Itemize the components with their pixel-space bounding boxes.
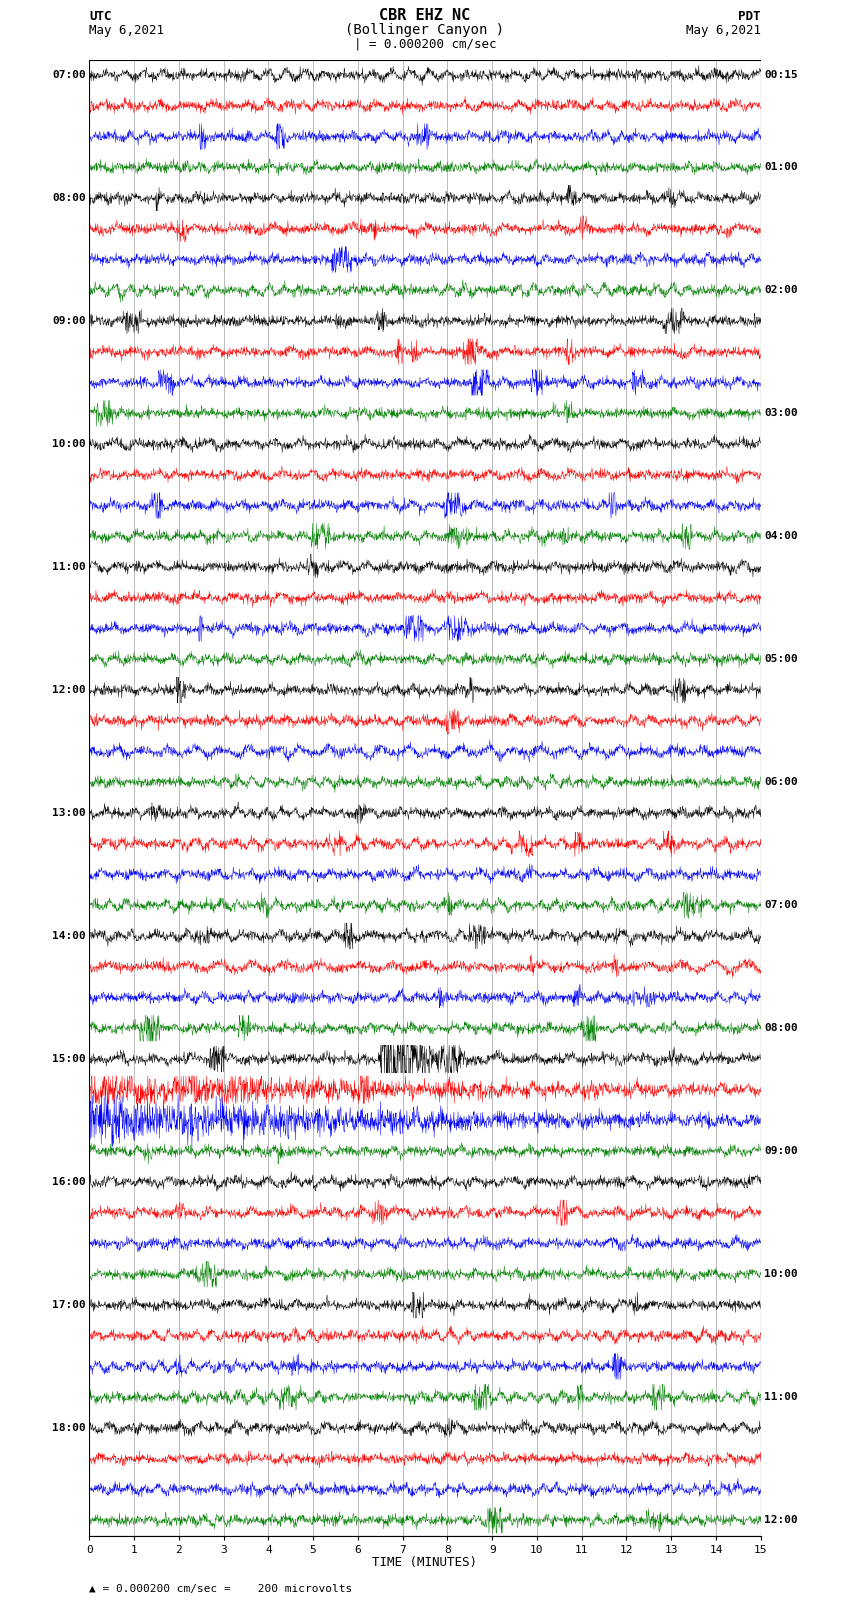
Text: 02:00: 02:00	[764, 286, 798, 295]
X-axis label: TIME (MINUTES): TIME (MINUTES)	[372, 1557, 478, 1569]
Text: 06:00: 06:00	[764, 777, 798, 787]
Text: 08:00: 08:00	[764, 1023, 798, 1034]
Text: 13:00: 13:00	[52, 808, 86, 818]
Text: 07:00: 07:00	[764, 900, 798, 910]
Text: May 6,2021: May 6,2021	[686, 24, 761, 37]
Text: 17:00: 17:00	[52, 1300, 86, 1310]
Text: PDT: PDT	[739, 10, 761, 23]
Text: 09:00: 09:00	[52, 316, 86, 326]
Text: 12:00: 12:00	[52, 686, 86, 695]
Text: 09:00: 09:00	[764, 1147, 798, 1157]
Text: 11:00: 11:00	[764, 1392, 798, 1402]
Text: 00:15: 00:15	[764, 69, 798, 81]
Text: 10:00: 10:00	[764, 1269, 798, 1279]
Text: UTC: UTC	[89, 10, 111, 23]
Text: 18:00: 18:00	[52, 1423, 86, 1432]
Text: (Bollinger Canyon ): (Bollinger Canyon )	[345, 23, 505, 37]
Text: ▲ = 0.000200 cm/sec =    200 microvolts: ▲ = 0.000200 cm/sec = 200 microvolts	[89, 1584, 353, 1594]
Text: | = 0.000200 cm/sec: | = 0.000200 cm/sec	[354, 37, 496, 50]
Text: CBR EHZ NC: CBR EHZ NC	[379, 8, 471, 23]
Text: 16:00: 16:00	[52, 1177, 86, 1187]
Text: 12:00: 12:00	[764, 1515, 798, 1526]
Text: 01:00: 01:00	[764, 163, 798, 173]
Text: 11:00: 11:00	[52, 561, 86, 573]
Text: May 6,2021: May 6,2021	[89, 24, 164, 37]
Text: 07:00: 07:00	[52, 69, 86, 81]
Text: 15:00: 15:00	[52, 1053, 86, 1065]
Text: 05:00: 05:00	[764, 655, 798, 665]
Text: 10:00: 10:00	[52, 439, 86, 448]
Text: 04:00: 04:00	[764, 531, 798, 542]
Text: 08:00: 08:00	[52, 194, 86, 203]
Text: 03:00: 03:00	[764, 408, 798, 418]
Text: 14:00: 14:00	[52, 931, 86, 940]
